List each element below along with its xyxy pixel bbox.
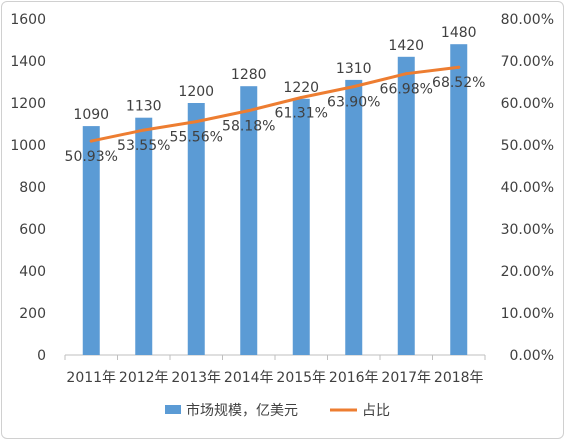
line-value-label: 53.55% [117, 138, 170, 154]
axes: 2011年 2012年 2013年 2014年 2015年 2016年 2017年 2018年… [10, 12, 554, 386]
data-labels: 1090 1130 1200 1280 1220 1310 1420 1480 50.93%53… [65, 25, 486, 165]
bar-value-label: 1420 [388, 38, 424, 54]
y-left-tick-label: 1000 [10, 138, 46, 154]
y-left-tick-label: 600 [19, 222, 46, 238]
bar [187, 103, 205, 355]
line-point [142, 128, 146, 132]
line-point [299, 95, 303, 99]
legend-label-line: 占比 [362, 403, 390, 419]
bar-value-label: 1310 [336, 61, 372, 77]
bar-series [82, 44, 468, 356]
line-point [457, 65, 461, 69]
y-right-tick-label: 30.00% [501, 222, 554, 238]
y-left-tick-label: 1200 [10, 96, 46, 112]
line-point [247, 109, 251, 113]
bar-value-label: 1200 [178, 84, 214, 100]
bar [450, 44, 468, 355]
y-left-tick-label: 1400 [10, 54, 46, 70]
x-tick-label: 2012年 [119, 370, 169, 386]
y-left-tick-label: 800 [19, 180, 46, 196]
legend-label-bar: 市场规模，亿美元 [186, 402, 298, 419]
line-value-label: 55.56% [170, 130, 223, 146]
x-tick-label: 2016年 [329, 370, 379, 386]
line-point [194, 120, 198, 124]
y-right-tick-label: 80.00% [501, 12, 554, 28]
y-right-tick-label: 40.00% [501, 180, 554, 196]
y-right-tick-label: 0.00% [510, 348, 554, 364]
x-tick-label: 2015年 [276, 370, 326, 386]
line-value-label: 58.18% [222, 119, 275, 135]
bar [240, 86, 258, 355]
bar-value-label: 1090 [73, 107, 109, 123]
line-value-label: 50.93% [65, 149, 118, 165]
bar-value-label: 1130 [126, 99, 162, 115]
bar [397, 56, 415, 356]
y-right-tick-label: 70.00% [501, 54, 554, 70]
line-series [89, 65, 461, 143]
series-line [89, 65, 461, 143]
bar-value-label: 1280 [231, 67, 267, 83]
bar [135, 117, 153, 355]
y-left-tick-label: 200 [19, 306, 46, 322]
bar-value-label: 1480 [441, 25, 477, 41]
y-right-tick-label: 20.00% [501, 264, 554, 280]
legend: 市场规模，亿美元 占比 [165, 402, 390, 419]
x-tick-label: 2013年 [171, 370, 221, 386]
bar [345, 79, 363, 356]
x-tick-label: 2017年 [381, 370, 431, 386]
y-left-tick-label: 400 [19, 264, 46, 280]
legend-swatch-bar [165, 405, 181, 414]
line-value-label: 63.90% [327, 95, 380, 111]
y-right-tick-label: 50.00% [501, 138, 554, 154]
line-value-label: 66.98% [380, 82, 433, 98]
line-value-label: 68.52% [432, 75, 485, 91]
bar [82, 126, 100, 355]
line-value-label: 61.31% [275, 105, 328, 121]
line-point [404, 72, 408, 76]
line-point [89, 139, 93, 143]
y-left-tick-label: 1600 [10, 12, 46, 28]
x-tick-label: 2014年 [224, 370, 274, 386]
line-point [352, 85, 356, 89]
bar-value-label: 1220 [283, 80, 319, 96]
y-right-tick-label: 10.00% [501, 306, 554, 322]
x-tick-label: 2018年 [434, 370, 484, 386]
y-right-tick-label: 60.00% [501, 96, 554, 112]
y-left-tick-label: 0 [37, 348, 46, 364]
bar [292, 98, 310, 356]
x-tick-label: 2011年 [66, 370, 116, 386]
